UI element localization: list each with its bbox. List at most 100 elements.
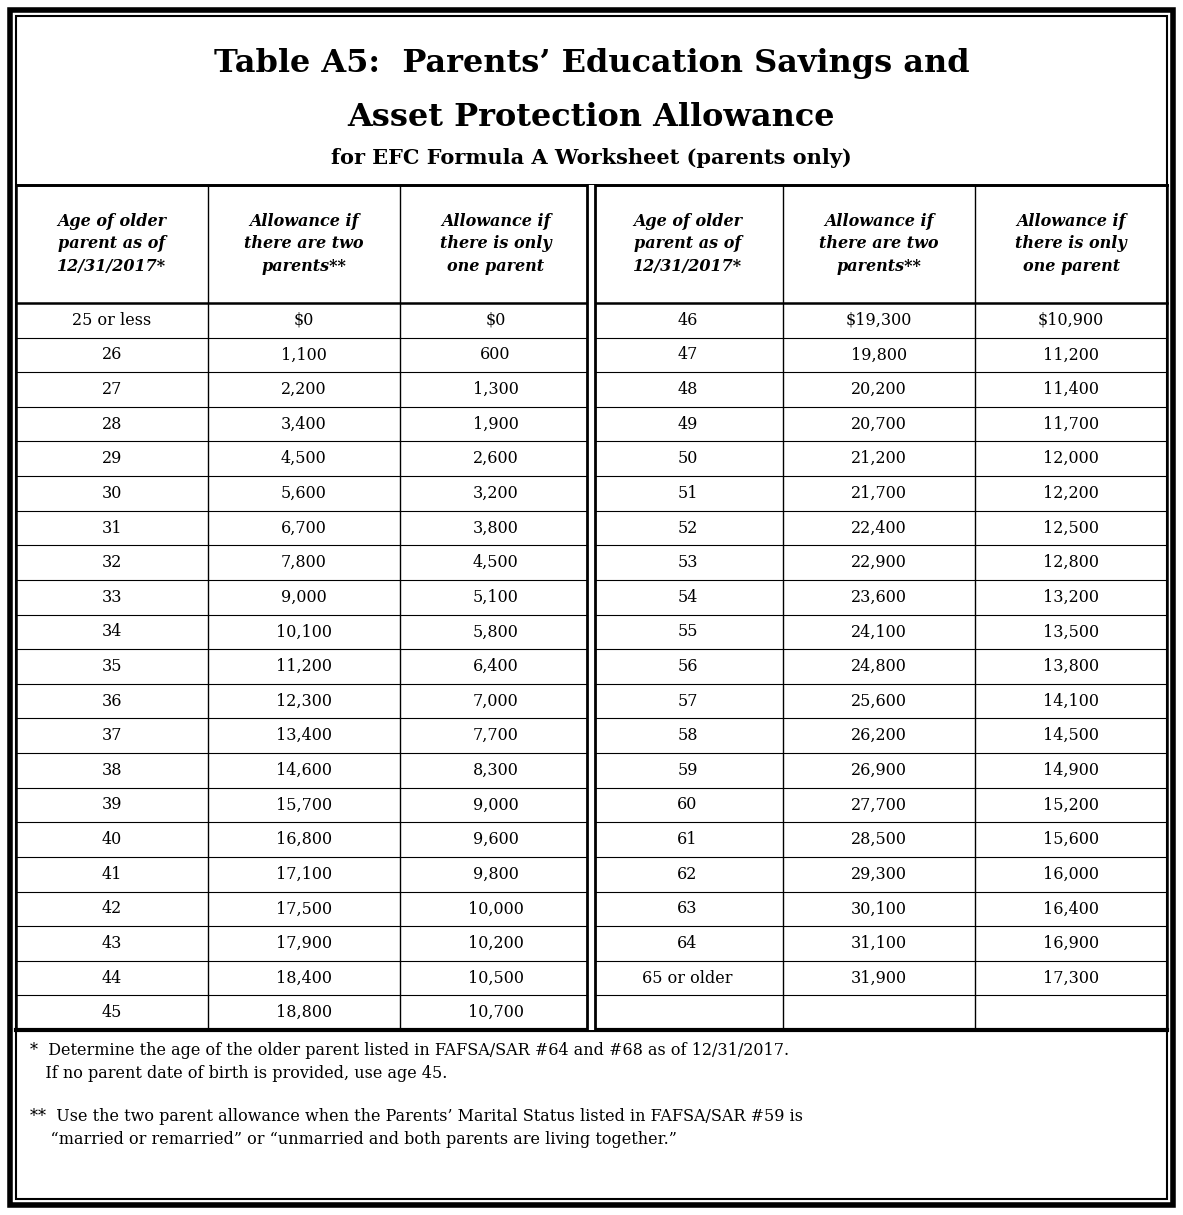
Text: Age of older
parent as of
12/31/2017*: Age of older parent as of 12/31/2017*: [633, 213, 742, 276]
Text: 7,000: 7,000: [473, 693, 518, 710]
Text: 10,700: 10,700: [467, 1004, 524, 1021]
Text: 14,600: 14,600: [276, 762, 331, 779]
Text: 57: 57: [677, 693, 698, 710]
Text: 40: 40: [102, 831, 122, 848]
Text: 22,900: 22,900: [852, 554, 907, 571]
Text: 20,700: 20,700: [852, 416, 907, 433]
Text: 13,800: 13,800: [1043, 659, 1099, 676]
Text: 51: 51: [677, 485, 698, 502]
Text: 600: 600: [480, 346, 511, 363]
Text: $0: $0: [293, 312, 313, 329]
Text: 33: 33: [102, 589, 122, 606]
Text: 3,800: 3,800: [473, 520, 518, 537]
Text: 17,300: 17,300: [1043, 970, 1099, 987]
Text: 15,600: 15,600: [1043, 831, 1099, 848]
Text: 36: 36: [102, 693, 122, 710]
Text: 4,500: 4,500: [473, 554, 518, 571]
Text: 15,200: 15,200: [1043, 797, 1099, 814]
Text: 12,500: 12,500: [1043, 520, 1099, 537]
Text: 45: 45: [102, 1004, 122, 1021]
Text: 13,200: 13,200: [1043, 589, 1099, 606]
Text: 15,700: 15,700: [276, 797, 331, 814]
Text: 7,800: 7,800: [280, 554, 327, 571]
Text: 60: 60: [677, 797, 698, 814]
Text: 21,200: 21,200: [852, 451, 907, 468]
Text: 27,700: 27,700: [852, 797, 907, 814]
Text: Allowance if
there is only
one parent: Allowance if there is only one parent: [1015, 213, 1127, 276]
Text: 22,400: 22,400: [852, 520, 907, 537]
Text: 10,200: 10,200: [467, 936, 524, 951]
Text: 10,000: 10,000: [467, 900, 524, 917]
Text: 63: 63: [677, 900, 698, 917]
Text: 16,400: 16,400: [1043, 900, 1099, 917]
Text: 21,700: 21,700: [852, 485, 907, 502]
Text: 26: 26: [102, 346, 122, 363]
Text: 3,200: 3,200: [473, 485, 518, 502]
Text: Allowance if
there are two
parents**: Allowance if there are two parents**: [820, 213, 939, 276]
Text: 5,100: 5,100: [473, 589, 518, 606]
Text: 18,400: 18,400: [276, 970, 331, 987]
Text: 13,500: 13,500: [1043, 623, 1099, 640]
Text: 43: 43: [102, 936, 122, 951]
Text: 34: 34: [102, 623, 122, 640]
Text: 11,400: 11,400: [1043, 382, 1099, 399]
Text: 30: 30: [102, 485, 122, 502]
Text: for EFC Formula A Worksheet (parents only): for EFC Formula A Worksheet (parents onl…: [331, 148, 852, 168]
Text: 12,000: 12,000: [1043, 451, 1099, 468]
Text: 46: 46: [677, 312, 698, 329]
Text: 49: 49: [677, 416, 698, 433]
Text: 10,500: 10,500: [467, 970, 524, 987]
Text: 9,000: 9,000: [280, 589, 327, 606]
Text: 29,300: 29,300: [852, 866, 907, 883]
Text: 10,100: 10,100: [276, 623, 331, 640]
Text: 31,100: 31,100: [852, 936, 907, 951]
Text: $10,900: $10,900: [1037, 312, 1104, 329]
Text: 14,500: 14,500: [1043, 728, 1099, 745]
Text: *  Determine the age of the older parent listed in FAFSA/SAR #64 and #68 as of 1: * Determine the age of the older parent …: [30, 1042, 789, 1083]
Text: 13,400: 13,400: [276, 728, 331, 745]
Text: 6,400: 6,400: [473, 659, 518, 676]
Text: 17,100: 17,100: [276, 866, 331, 883]
Text: 44: 44: [102, 970, 122, 987]
Text: 31,900: 31,900: [852, 970, 907, 987]
Text: **  Use the two parent allowance when the Parents’ Marital Status listed in FAFS: ** Use the two parent allowance when the…: [30, 1108, 803, 1148]
Text: 64: 64: [677, 936, 698, 951]
Text: 25 or less: 25 or less: [72, 312, 151, 329]
Text: 12,200: 12,200: [1043, 485, 1099, 502]
Text: $19,300: $19,300: [846, 312, 912, 329]
Text: 47: 47: [677, 346, 698, 363]
Text: 20,200: 20,200: [852, 382, 907, 399]
Text: 11,200: 11,200: [1043, 346, 1099, 363]
Text: Allowance if
there is only
one parent: Allowance if there is only one parent: [440, 213, 551, 276]
Text: 1,100: 1,100: [280, 346, 327, 363]
Text: Table A5:  Parents’ Education Savings and: Table A5: Parents’ Education Savings and: [214, 49, 969, 79]
Text: 48: 48: [677, 382, 698, 399]
Bar: [588, 185, 595, 1030]
Text: 26,200: 26,200: [852, 728, 907, 745]
Text: 39: 39: [102, 797, 122, 814]
Text: 37: 37: [102, 728, 122, 745]
Text: 24,800: 24,800: [852, 659, 907, 676]
Text: 31: 31: [102, 520, 122, 537]
Text: 16,900: 16,900: [1043, 936, 1099, 951]
Text: 12,300: 12,300: [276, 693, 331, 710]
Text: 5,800: 5,800: [473, 623, 518, 640]
Text: 28: 28: [102, 416, 122, 433]
Text: 17,900: 17,900: [276, 936, 331, 951]
Text: 52: 52: [677, 520, 698, 537]
Text: 1,900: 1,900: [473, 416, 518, 433]
Text: 16,800: 16,800: [276, 831, 331, 848]
Text: 32: 32: [102, 554, 122, 571]
Text: 53: 53: [677, 554, 698, 571]
Text: 14,900: 14,900: [1043, 762, 1099, 779]
Text: 14,100: 14,100: [1043, 693, 1099, 710]
Text: 5,600: 5,600: [280, 485, 327, 502]
Text: 9,600: 9,600: [473, 831, 518, 848]
Text: 3,400: 3,400: [280, 416, 327, 433]
Text: 26,900: 26,900: [852, 762, 907, 779]
Text: 35: 35: [102, 659, 122, 676]
Text: 55: 55: [677, 623, 698, 640]
Text: 9,000: 9,000: [473, 797, 518, 814]
Text: 7,700: 7,700: [473, 728, 518, 745]
Text: 16,000: 16,000: [1043, 866, 1099, 883]
